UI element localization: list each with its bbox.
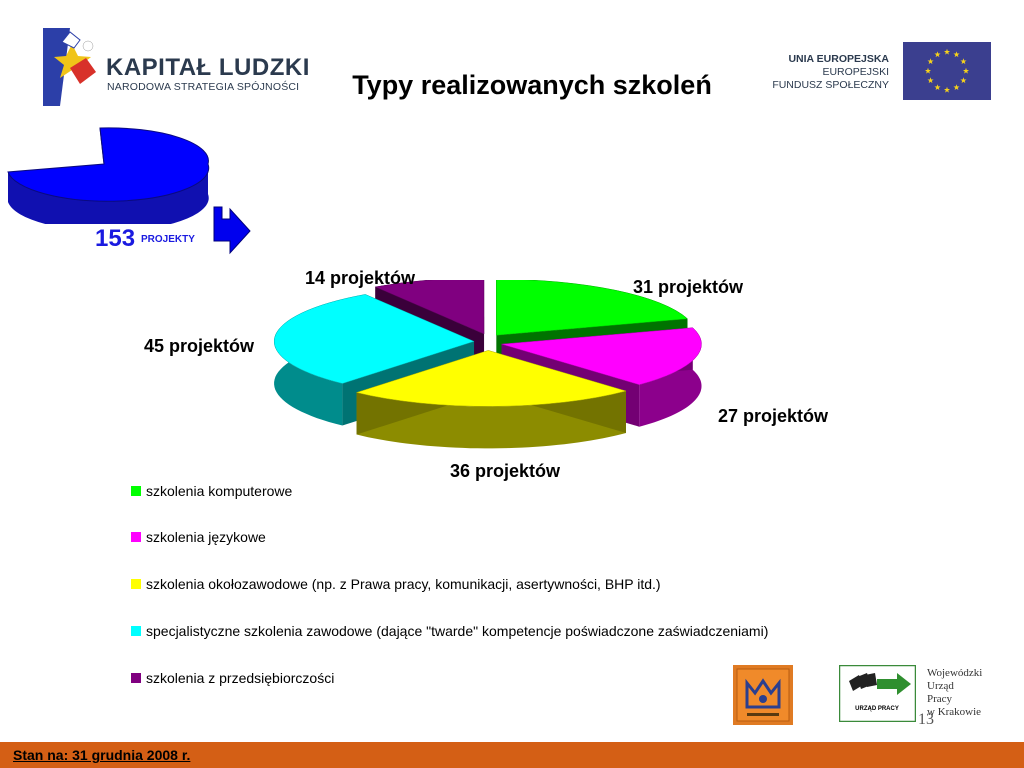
- eu-star: [927, 58, 934, 65]
- legend-item: specjalistyczne szkolenia zawodowe (dają…: [131, 622, 768, 640]
- data-label-soft-skills: 36 projektów: [450, 461, 561, 481]
- pie-slice-top: [496, 280, 689, 336]
- logo-subtitle: NARODOWA STRATEGIA SPÓJNOŚCI: [107, 81, 300, 93]
- legend-swatch: [131, 673, 141, 683]
- pie-slice-top: [273, 294, 475, 384]
- main-pie-chart: [273, 280, 702, 449]
- urzad-pracy-badge-text: URZĄD PRACY: [855, 706, 899, 712]
- eu-star: [960, 58, 967, 65]
- page-title: Typy realizowanych szkoleń: [352, 70, 712, 100]
- legend-label: szkolenia okołozawodowe (np. z Prawa pra…: [146, 576, 661, 592]
- legend-label: specjalistyczne szkolenia zawodowe (dają…: [146, 623, 769, 639]
- malopolska-logo: [733, 665, 793, 725]
- legend-swatch: [131, 486, 141, 496]
- footer-bar: [0, 742, 1024, 768]
- total-pie-icon: [7, 127, 210, 224]
- status-date: Stan na: 31 grudnia 2008 r.: [13, 747, 191, 763]
- eu-star: [924, 67, 932, 74]
- eu-star: [943, 48, 951, 55]
- legend-swatch: [131, 579, 141, 589]
- wup-line: Urząd: [927, 680, 954, 692]
- data-label-specialist: 45 projektów: [144, 336, 255, 356]
- pie-slice-top: [374, 280, 485, 335]
- legend-label: szkolenia językowe: [146, 529, 266, 545]
- eu-logo-line3: FUNDUSZ SPOŁECZNY: [772, 79, 889, 91]
- data-label-language: 27 projektów: [718, 406, 829, 426]
- arrow-down-right-icon: [213, 206, 251, 255]
- legend-label: szkolenia z przedsiębiorczości: [146, 670, 335, 686]
- eu-star: [934, 51, 941, 58]
- legend-item: szkolenia okołozawodowe (np. z Prawa pra…: [131, 575, 661, 593]
- logo-title: KAPITAŁ LUDZKI: [106, 54, 310, 81]
- urzad-pracy-logo: URZĄD PRACY: [839, 665, 916, 722]
- kapital-ludzki-logo: [43, 28, 100, 106]
- wup-line: Wojewódzki: [927, 667, 983, 679]
- legend-swatch: [131, 532, 141, 542]
- pie-slice: [355, 350, 627, 449]
- wup-line: Pracy: [927, 693, 953, 705]
- eu-star: [962, 67, 970, 74]
- red-star-shape: [70, 58, 96, 84]
- logo-blue-shape: [43, 28, 70, 106]
- legend-item: szkolenia komputerowe: [131, 482, 292, 500]
- legend-item: szkolenia z przedsiębiorczości: [131, 669, 334, 687]
- pie-slice-top: [501, 327, 702, 385]
- wup-line: w Krakowie: [927, 706, 982, 718]
- eu-star: [934, 84, 941, 91]
- eu-flag-icon: [903, 42, 991, 100]
- total-count-label: PROJEKTY: [141, 234, 195, 245]
- legend-label: szkolenia komputerowe: [146, 483, 293, 499]
- pie-slice-side: [639, 327, 702, 427]
- pie-slice-top: [355, 350, 627, 407]
- wup-name: Wojewódzki Urząd Pracy w Krakowie: [927, 667, 982, 719]
- eu-logo-line1: UNIA EUROPEJSKA: [788, 53, 889, 65]
- data-label-computer: 31 projektów: [633, 277, 744, 297]
- data-label-entrepreneurship: 14 projektów: [305, 268, 416, 288]
- eu-star: [953, 84, 960, 91]
- eu-star: [927, 77, 934, 84]
- eu-star: [943, 86, 951, 93]
- total-count: 153: [95, 225, 136, 252]
- page-number: 13: [918, 711, 934, 728]
- legend-swatch: [131, 626, 141, 636]
- eu-star: [953, 51, 960, 58]
- eu-logo-line2: EUROPEJSKI: [822, 66, 889, 78]
- eu-star: [960, 77, 967, 84]
- legend-item: szkolenia językowe: [131, 528, 266, 546]
